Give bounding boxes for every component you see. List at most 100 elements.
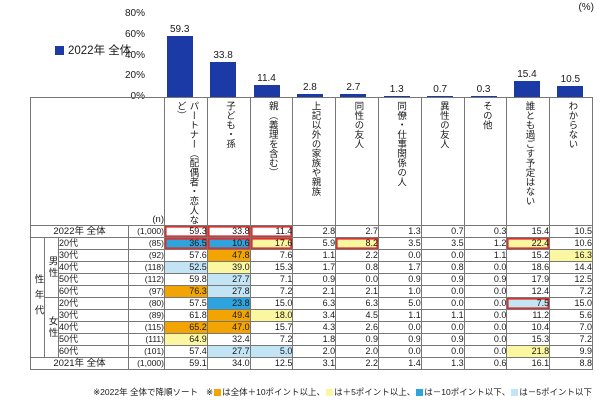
value-cell: 6.3 [292,297,337,310]
value-cell: 17.6 [249,237,294,250]
value-cell: 0.0 [420,345,465,358]
value-cell: 0.0 [463,297,508,310]
y-axis-tick-label: 0% [130,91,145,102]
row-label-age: 60代 [58,285,129,298]
row-label-age: 40代 [58,261,129,274]
value-cell: 16.1 [506,357,551,370]
value-cell: 0.0 [377,345,422,358]
row-label-age: 40代 [58,321,129,334]
value-cell: 2.7 [335,225,379,238]
value-cell: 27.7 [206,273,251,286]
category-header: パートナー（配偶者・恋人など） [164,97,208,226]
value-cell: 1.7 [292,261,337,274]
value-cell: 34.0 [206,357,251,370]
value-cell: 0.0 [420,321,465,334]
n-cell: (115) [128,321,165,334]
category-header: 親（義理を含む） [249,97,294,226]
n-column-header: (n) [30,97,165,226]
bar-value-label: 11.4 [257,73,276,85]
row-label-total: 2021年 全体 [30,357,129,370]
value-cell: 0.0 [420,297,465,310]
legend-text-minus5: は－5ポイント以下 [519,387,592,397]
value-cell: 7.2 [549,333,593,346]
table-body: (n) パートナー（配偶者・恋人など） 子ども・孫 親（義理を含む） 上記以外の家族や親… [30,97,593,370]
bar-slot: 33.8 [201,14,244,97]
legend-text-plus10: は全体＋10ポイント以上、 [222,387,326,397]
value-cell: 2.2 [335,357,379,370]
value-cell: 4.3 [292,321,337,334]
value-cell: 23.8 [206,297,251,310]
legend-swatch-icon [55,45,64,55]
category-header-label: 誰とも過ごす予定はない [523,101,535,206]
table-row: 50代 (111) 64.9 32.4 7.2 1.8 0.9 0.9 0.9 0.0 15.3 7.… [31,333,593,346]
value-cell: 1.7 [377,261,422,274]
table-row: 60代 (97) 76.3 27.8 7.2 2.1 2.1 1.0 0.0 0.0 12.4 7.2 [31,285,593,298]
value-cell: 0.7 [420,225,465,238]
bar-value-label: 59.3 [169,23,190,35]
value-cell: 5.0 [377,297,422,310]
value-cell: 18.0 [249,309,294,322]
bar-value-label: 2.8 [302,82,317,94]
bar-plot: 59.3 33.8 11.4 2.8 2.7 1.3 0.7 0.3 15.4 10.5 [158,14,592,97]
value-cell: 0.0 [463,333,508,346]
n-cell: (97) [128,285,165,298]
category-header: 子ども・孫 [206,97,251,226]
category-header: 同僚・仕事関係の人 [377,97,422,226]
value-cell: 6.3 [335,297,379,310]
value-cell: 14.4 [549,261,593,274]
value-cell: 21.8 [506,345,551,358]
value-cell: 2.1 [335,285,379,298]
footnote: ※2022年 全体で降順ソート ※ は全体＋10ポイント以上、 は＋5ポイント以上、… [0,387,592,397]
category-header-label: 子ども・孫 [223,101,235,149]
value-cell: 59.8 [164,273,208,286]
gender-label: 男性 [44,237,59,298]
data-table: (n) パートナー（配偶者・恋人など） 子ども・孫 親（義理を含む） 上記以外の家族や親… [30,97,593,370]
bar-slot: 10.5 [549,14,592,97]
bar [470,96,497,97]
value-cell: 0.0 [463,261,508,274]
row-label-age: 20代 [58,297,129,310]
legend-square-minus10-icon [416,389,424,396]
value-cell: 32.4 [206,333,251,346]
value-cell: 0.8 [420,261,465,274]
n-cell: (80) [128,297,165,310]
value-cell: 15.7 [249,321,294,334]
value-cell: 27.7 [206,345,251,358]
legend-text-plus5: は＋5ポイント以上、 [334,387,416,397]
value-cell: 0.0 [420,285,465,298]
value-cell: 0.8 [335,261,379,274]
group-label-text: 性年代 [32,274,44,321]
value-cell: 1.3 [377,225,422,238]
value-cell: 0.0 [420,249,465,262]
value-cell: 0.9 [335,333,379,346]
value-cell: 39.0 [206,261,251,274]
category-header-label: 同僚・仕事関係の人 [395,101,407,187]
value-cell: 59.1 [164,357,208,370]
y-axis: 80% 60% 40% 20% 0% [100,9,150,102]
n-cell: (101) [128,345,165,358]
y-axis-tick-label: 40% [124,49,145,61]
gender-label-text: 女性 [46,316,58,339]
value-cell: 9.9 [549,345,593,358]
value-cell: 15.4 [506,225,551,238]
value-cell: 0.0 [377,249,422,262]
value-cell: 33.8 [206,225,251,238]
value-cell: 5.6 [549,309,593,322]
bar [383,95,410,97]
bar-slot: 0.3 [462,14,505,97]
value-cell: 7.1 [249,273,294,286]
value-cell: 2.8 [292,225,337,238]
value-cell: 1.3 [420,357,465,370]
n-cell: (111) [128,333,165,346]
bar-value-label: 1.3 [389,83,404,95]
value-cell: 0.9 [292,273,337,286]
bar [210,61,237,97]
value-cell: 10.6 [206,237,251,250]
value-cell: 1.1 [377,309,422,322]
n-cell: (85) [128,237,165,250]
value-cell: 1.1 [463,249,508,262]
bar-slot: 59.3 [158,14,201,97]
value-cell: 3.5 [420,237,465,250]
value-cell: 7.6 [249,249,294,262]
